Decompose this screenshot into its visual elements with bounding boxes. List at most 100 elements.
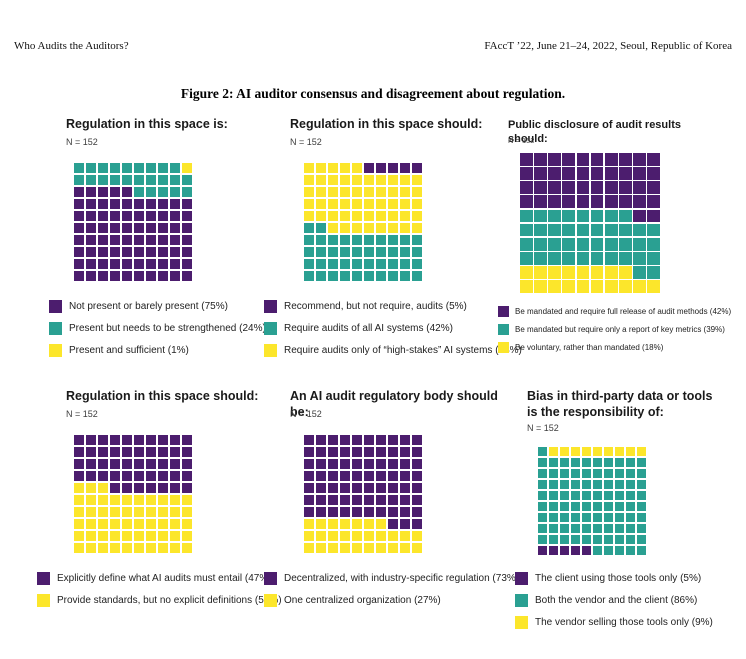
waffle-cell <box>548 545 559 555</box>
waffle-cell <box>592 534 603 545</box>
waffle-cell <box>633 195 646 209</box>
waffle-cell <box>109 470 121 482</box>
waffle-cell <box>327 163 339 174</box>
waffle-cell <box>339 163 351 174</box>
legend-label: Require audits only of “high-stakes” AI … <box>284 345 522 356</box>
waffle-cell <box>576 195 590 209</box>
waffle-cell <box>181 530 192 542</box>
waffle-cell <box>576 252 590 265</box>
legend-item: Not present or barely present (75%) <box>49 300 266 313</box>
waffle-cell <box>647 181 660 194</box>
waffle-cell <box>375 222 387 234</box>
waffle-cell <box>74 246 85 258</box>
waffle-cell <box>538 534 548 545</box>
waffle-cell <box>121 210 133 222</box>
legend-swatch <box>498 306 509 317</box>
waffle-cell <box>399 482 411 494</box>
waffle-cell <box>121 246 133 258</box>
waffle-cell <box>387 494 399 506</box>
waffle-cell <box>85 258 97 270</box>
waffle-cell <box>304 258 315 270</box>
waffle-cell <box>157 435 169 446</box>
waffle-cell <box>304 458 315 470</box>
waffle-cell <box>619 181 632 194</box>
waffle-cell <box>581 479 592 490</box>
waffle-cell <box>604 266 618 279</box>
waffle-cell <box>97 210 109 222</box>
waffle-cell <box>581 512 592 523</box>
waffle-cell <box>562 280 576 293</box>
waffle-cell <box>603 447 614 457</box>
waffle-cell <box>133 258 145 270</box>
waffle-cell <box>399 518 411 530</box>
waffle-cell <box>327 246 339 258</box>
waffle-cell <box>636 512 646 523</box>
waffle-cell <box>363 222 375 234</box>
waffle-cell <box>548 501 559 512</box>
waffle-cell <box>375 494 387 506</box>
waffle-cell <box>121 470 133 482</box>
waffle-cell <box>304 446 315 458</box>
waffle-cell <box>181 234 192 246</box>
chart-title: Regulation in this space is: <box>66 117 228 131</box>
waffle-cell <box>109 258 121 270</box>
waffle-cell <box>315 246 327 258</box>
waffle-cell <box>647 209 660 223</box>
waffle-cell <box>145 198 157 210</box>
waffle-cell <box>109 270 121 281</box>
waffle-cell <box>351 210 363 222</box>
waffle-cell <box>97 174 109 186</box>
waffle-cell <box>121 542 133 553</box>
waffle-cell <box>603 534 614 545</box>
waffle-cell <box>339 435 351 446</box>
waffle-cell <box>121 258 133 270</box>
waffle-cell <box>315 435 327 446</box>
waffle-cell <box>85 482 97 494</box>
waffle-cell <box>387 446 399 458</box>
waffle-grid <box>304 163 422 281</box>
waffle-cell <box>133 210 145 222</box>
waffle-cell <box>315 222 327 234</box>
waffle-cell <box>97 246 109 258</box>
waffle-cell <box>157 174 169 186</box>
waffle-cell <box>169 186 181 198</box>
legend-item: Require audits of all AI systems (42%) <box>264 322 522 335</box>
waffle-cell <box>85 222 97 234</box>
waffle-cell <box>145 174 157 186</box>
chart-legend: Decentralized, with industry-specific re… <box>264 572 519 616</box>
sample-size-label: N = 152 <box>527 423 559 433</box>
waffle-cell <box>363 246 375 258</box>
waffle-cell <box>399 458 411 470</box>
waffle-cell <box>614 501 625 512</box>
waffle-cell <box>304 506 315 518</box>
waffle-cell <box>375 163 387 174</box>
waffle-cell <box>590 252 604 265</box>
waffle-cell <box>534 195 547 209</box>
waffle-cell <box>169 506 181 518</box>
waffle-cell <box>538 457 548 468</box>
waffle-cell <box>363 530 375 542</box>
waffle-cell <box>181 458 192 470</box>
waffle-cell <box>145 163 157 174</box>
legend-item: Be mandated and require full release of … <box>498 306 731 317</box>
waffle-cell <box>633 209 646 223</box>
waffle-cell <box>411 198 422 210</box>
waffle-cell <box>592 523 603 534</box>
waffle-cell <box>548 523 559 534</box>
waffle-cell <box>85 518 97 530</box>
waffle-cell <box>636 534 646 545</box>
waffle-cell <box>304 210 315 222</box>
waffle-cell <box>181 163 192 174</box>
waffle-cell <box>647 167 660 180</box>
waffle-cell <box>315 530 327 542</box>
waffle-cell <box>315 198 327 210</box>
waffle-cell <box>121 482 133 494</box>
waffle-cell <box>375 446 387 458</box>
waffle-cell <box>363 494 375 506</box>
waffle-cell <box>121 163 133 174</box>
waffle-cell <box>121 222 133 234</box>
legend-label: Recommend, but not require, audits (5%) <box>284 301 467 312</box>
waffle-cell <box>145 470 157 482</box>
waffle-cell <box>559 512 570 523</box>
waffle-cell <box>548 468 559 479</box>
